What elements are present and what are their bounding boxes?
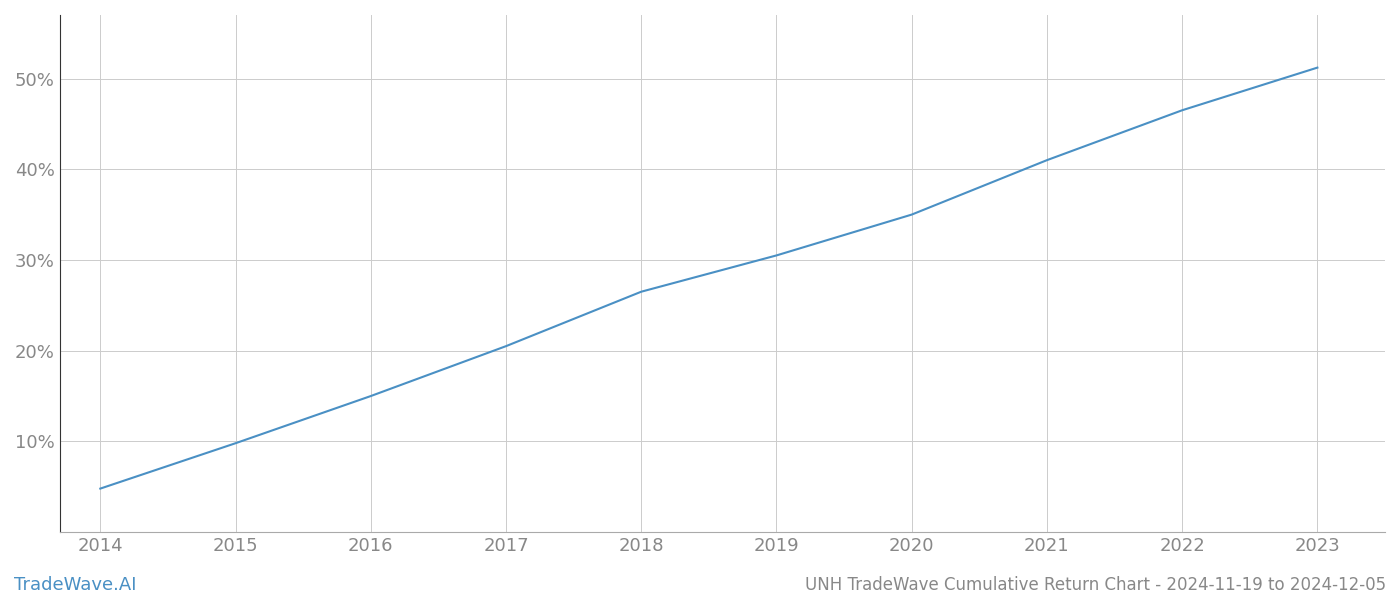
Text: UNH TradeWave Cumulative Return Chart - 2024-11-19 to 2024-12-05: UNH TradeWave Cumulative Return Chart - … xyxy=(805,576,1386,594)
Text: TradeWave.AI: TradeWave.AI xyxy=(14,576,137,594)
